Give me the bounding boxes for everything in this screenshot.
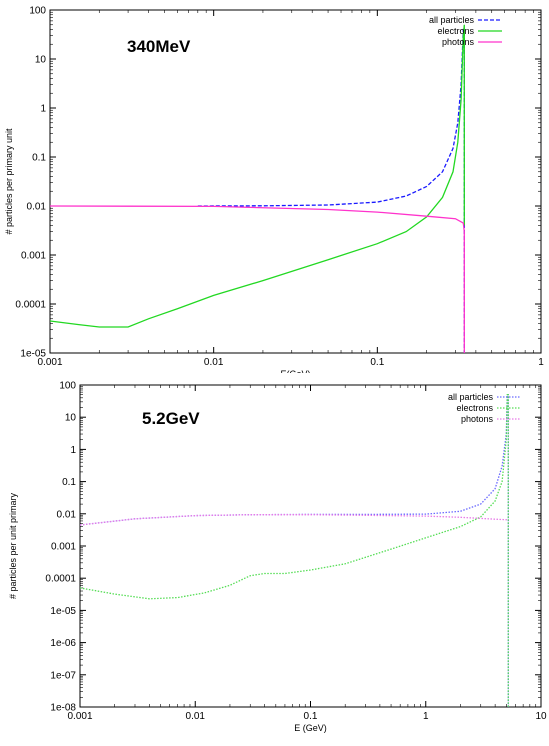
x-tick-label: 1 [423, 711, 429, 722]
y-tick-label: 0.001 [51, 542, 76, 553]
legend-label-all-particles: all particles [448, 392, 494, 402]
y-tick-label: 1e-08 [50, 703, 76, 714]
legend-label-electrons: electrons [437, 26, 474, 36]
y-tick-label: 100 [59, 381, 76, 392]
y-tick-label: 0.1 [32, 153, 46, 164]
y-tick-label: 10 [65, 413, 77, 424]
chart-5-2gev: 0.001 0.01 0.1 1 10 1e-08 1e-07 1e-06 1e-05 0.000… [8, 381, 547, 734]
legend-label-photons: photons [442, 37, 475, 47]
x-tick-label: 0.1 [304, 711, 318, 722]
x-tick-label: 0.01 [186, 711, 206, 722]
series-line-photons [50, 205, 465, 353]
series-line-electrons [50, 24, 465, 328]
y-tick-label: 0.0001 [15, 300, 46, 311]
y-tick-label: 10 [35, 55, 47, 66]
y-tick-label: 1e-06 [50, 638, 76, 649]
y-tick-label: 1 [70, 445, 76, 456]
y-tick-label: 0.01 [57, 509, 77, 520]
y-tick-label: 0.0001 [45, 574, 76, 585]
y-tick-label: 0.1 [62, 477, 76, 488]
y-tick-label: 1e-07 [50, 670, 76, 681]
chart-340mev: 0.001 0.01 0.1 1 1e-05 0.0001 0.001 0.01 0.1 1 10 1… [4, 6, 544, 374]
x-tick-label: 0.1 [370, 357, 384, 368]
chart-title: 5.2GeV [142, 409, 200, 428]
x-tick-label: 10 [535, 711, 547, 722]
x-axis-label: E(GeV) [280, 369, 310, 373]
minor-ticks [50, 10, 541, 353]
y-tick-label: 1 [40, 104, 46, 115]
x-axis-label: E (GeV) [294, 723, 327, 733]
legend-label-photons: photons [461, 414, 494, 424]
x-tick-label: 0.001 [67, 711, 92, 722]
y-tick-label: 0.01 [27, 202, 47, 213]
chart-title: 340MeV [127, 37, 191, 56]
y-tick-label: 1e-05 [20, 349, 46, 360]
plot-frame [79, 384, 542, 708]
series-line-photons [80, 514, 509, 526]
plot-frame [49, 9, 542, 354]
legend-label-all-particles: all particles [429, 15, 475, 25]
x-tick-label: 1 [538, 357, 544, 368]
y-tick-label: 0.001 [21, 251, 46, 262]
y-axis-label: # particles per primary unit [4, 128, 14, 235]
x-tick-label: 0.01 [204, 357, 224, 368]
y-tick-label: 100 [29, 6, 46, 17]
legend-label-electrons: electrons [456, 403, 493, 413]
x-tick-label: 0.001 [37, 357, 62, 368]
y-axis-label: # particles per unit primary [8, 492, 18, 599]
y-tick-label: 1e-05 [50, 606, 76, 617]
series-line-electrons [80, 394, 509, 707]
